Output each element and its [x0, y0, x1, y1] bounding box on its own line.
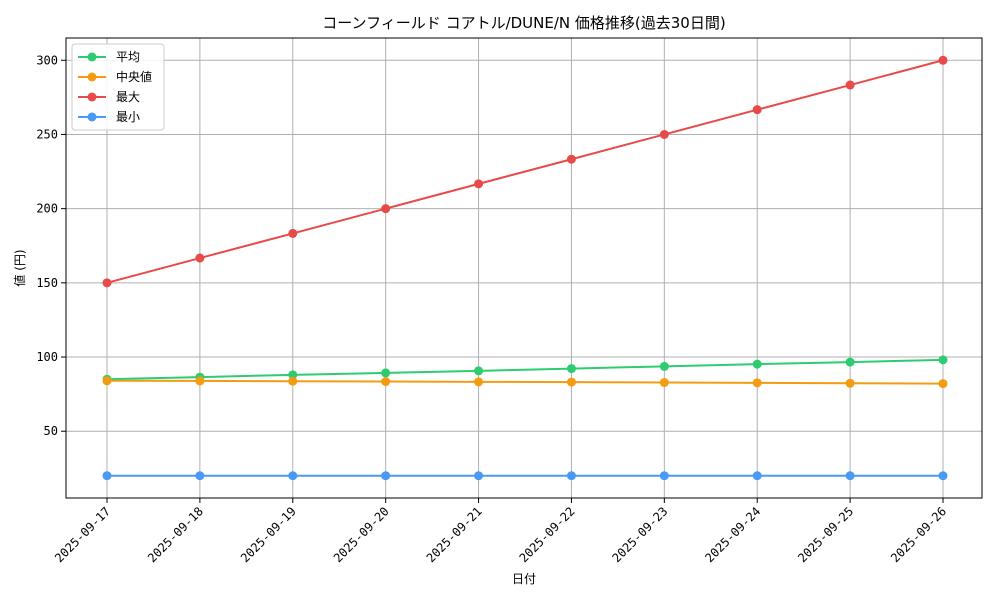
series-3	[102, 471, 948, 481]
data-point	[474, 471, 484, 481]
data-point	[566, 154, 576, 164]
legend-marker	[87, 92, 97, 102]
y-tick-label: 100	[36, 350, 58, 364]
series-1	[102, 376, 948, 389]
legend-marker	[87, 72, 97, 82]
data-point	[566, 364, 576, 374]
x-tick-label: 2025-09-21	[424, 504, 485, 565]
data-point	[845, 378, 855, 388]
y-axis-label: 値 (円)	[12, 249, 27, 286]
data-point	[195, 471, 205, 481]
data-point	[752, 378, 762, 388]
data-point	[381, 377, 391, 387]
data-point	[938, 471, 948, 481]
data-point	[195, 253, 205, 263]
series-layer	[102, 55, 948, 481]
data-point	[752, 359, 762, 369]
data-point	[659, 361, 669, 371]
data-point	[381, 204, 391, 214]
data-point	[474, 179, 484, 189]
data-point	[659, 378, 669, 388]
x-tick-label: 2025-09-24	[702, 504, 763, 565]
data-point	[474, 377, 484, 387]
data-point	[102, 376, 112, 386]
data-point	[845, 471, 855, 481]
data-point	[566, 377, 576, 387]
data-point	[288, 376, 298, 386]
series-0	[102, 355, 948, 384]
data-point	[845, 80, 855, 90]
data-point	[288, 471, 298, 481]
data-point	[752, 105, 762, 115]
series-line	[106, 379, 944, 385]
legend-label: 中央値	[116, 69, 152, 84]
plot-area	[65, 37, 983, 499]
y-tick-label: 150	[36, 276, 58, 290]
data-point	[938, 355, 948, 365]
x-tick-label: 2025-09-18	[145, 504, 206, 565]
y-tick-label: 300	[36, 53, 58, 67]
data-point	[845, 357, 855, 367]
legend-marker	[87, 112, 97, 122]
x-tick-label: 2025-09-17	[52, 504, 113, 565]
data-point	[659, 129, 669, 139]
data-point	[938, 55, 948, 65]
data-point	[752, 471, 762, 481]
series-2	[102, 55, 948, 288]
x-axis: 2025-09-17 2025-09-18 2025-09-19 2025-09-20…	[52, 498, 949, 565]
data-point	[381, 471, 391, 481]
legend-box	[71, 43, 165, 131]
x-tick-label: 2025-09-20	[331, 504, 392, 565]
data-point	[659, 471, 669, 481]
series-line	[106, 358, 944, 381]
data-point	[102, 278, 112, 288]
y-tick-label: 200	[36, 202, 58, 216]
data-point	[288, 370, 298, 380]
data-point	[102, 471, 112, 481]
data-point	[288, 228, 298, 238]
data-point	[938, 379, 948, 389]
x-tick-label: 2025-09-19	[238, 504, 299, 565]
legend-label: 平均	[116, 50, 140, 64]
y-tick-label: 250	[36, 127, 58, 141]
data-point	[381, 368, 391, 378]
x-tick-label: 2025-09-22	[517, 504, 578, 565]
data-point	[195, 376, 205, 386]
x-tick-label: 2025-09-26	[888, 504, 949, 565]
y-tick-label: 50	[44, 424, 58, 438]
data-point	[474, 366, 484, 376]
data-point	[566, 471, 576, 481]
chart-title: コーンフィールド コアトル/DUNE/N 価格推移(過去30日間)	[322, 14, 725, 32]
legend-label: 最小	[116, 110, 140, 124]
series-line	[106, 59, 944, 284]
legend-marker	[87, 52, 97, 62]
grid	[66, 38, 982, 498]
x-tick-label: 2025-09-23	[609, 504, 670, 565]
y-axis: 50 100 150 200 250 300	[36, 53, 66, 438]
legend-label: 最大	[116, 90, 140, 104]
x-tick-label: 2025-09-25	[795, 504, 856, 565]
x-axis-label: 日付	[512, 572, 536, 586]
